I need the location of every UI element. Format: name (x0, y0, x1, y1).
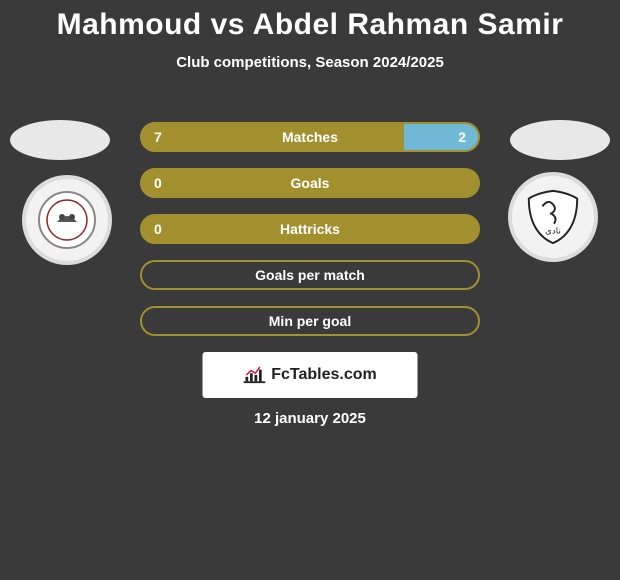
stat-label: Min per goal (142, 308, 478, 334)
stat-label: Goals per match (142, 262, 478, 288)
date-label: 12 january 2025 (0, 410, 620, 427)
watermark[interactable]: FcTables.com (203, 352, 418, 398)
club-right-badge-art: نادى (523, 187, 583, 247)
stat-row: Goals0 (140, 168, 480, 198)
page-title: Mahmoud vs Abdel Rahman Samir (0, 0, 620, 42)
club-left-badge-art (37, 190, 97, 250)
stat-value-left: 0 (154, 216, 162, 242)
stat-row: Goals per match (140, 260, 480, 290)
player-right-avatar (510, 120, 610, 160)
club-left-badge (22, 175, 112, 265)
chart-icon (243, 366, 265, 384)
stats-bars: Matches72Goals0Hattricks0Goals per match… (140, 122, 480, 352)
stat-value-left: 0 (154, 170, 162, 196)
stat-row: Matches7 2 (140, 122, 480, 152)
svg-text:نادى: نادى (545, 225, 561, 235)
player-left-avatar (10, 120, 110, 160)
stat-label: Matches (142, 124, 478, 150)
stat-value-left: 7 (154, 124, 162, 150)
club-right-badge: نادى (508, 172, 598, 262)
stat-label: Goals (142, 170, 478, 196)
stat-row: Hattricks0 (140, 214, 480, 244)
stat-row: Min per goal (140, 306, 480, 336)
subtitle: Club competitions, Season 2024/2025 (0, 54, 620, 71)
stat-value-right: 2 (458, 124, 466, 150)
watermark-text: FcTables.com (271, 366, 377, 384)
stat-label: Hattricks (142, 216, 478, 242)
